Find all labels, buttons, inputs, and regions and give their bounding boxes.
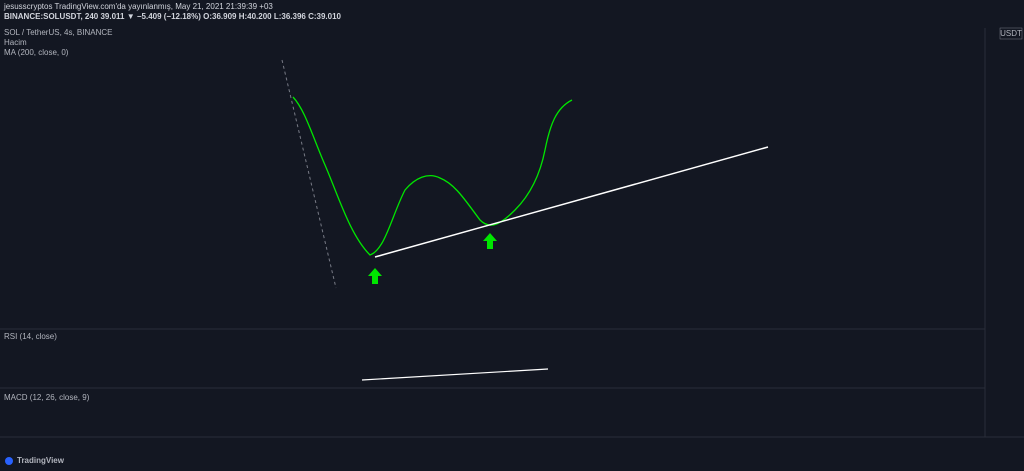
- arrow: [368, 268, 382, 284]
- rsi-trendline: [361, 368, 549, 381]
- currency: USDT: [1000, 29, 1022, 38]
- brand: TradingView: [17, 456, 65, 465]
- arrow: [483, 233, 497, 249]
- panel-title: RSI (14, close): [4, 332, 57, 341]
- currency-box: [999, 27, 1023, 40]
- logo: [5, 457, 13, 465]
- header-line: jesusscryptos TradingView.com'da yayınla…: [3, 2, 273, 11]
- trendline: [374, 146, 769, 258]
- drawing-curve: [292, 96, 573, 256]
- legend-item: MA (200, close, 0): [4, 48, 69, 57]
- legend-title: SOL / TetherUS, 4s, BINANCE: [4, 28, 112, 37]
- panel-title: MACD (12, 26, close, 9): [4, 393, 90, 402]
- header-line: BINANCE:SOLUSDT, 240 39.011 ▼ −5.409 (−1…: [4, 12, 342, 21]
- legend-item: Hacim: [4, 38, 27, 47]
